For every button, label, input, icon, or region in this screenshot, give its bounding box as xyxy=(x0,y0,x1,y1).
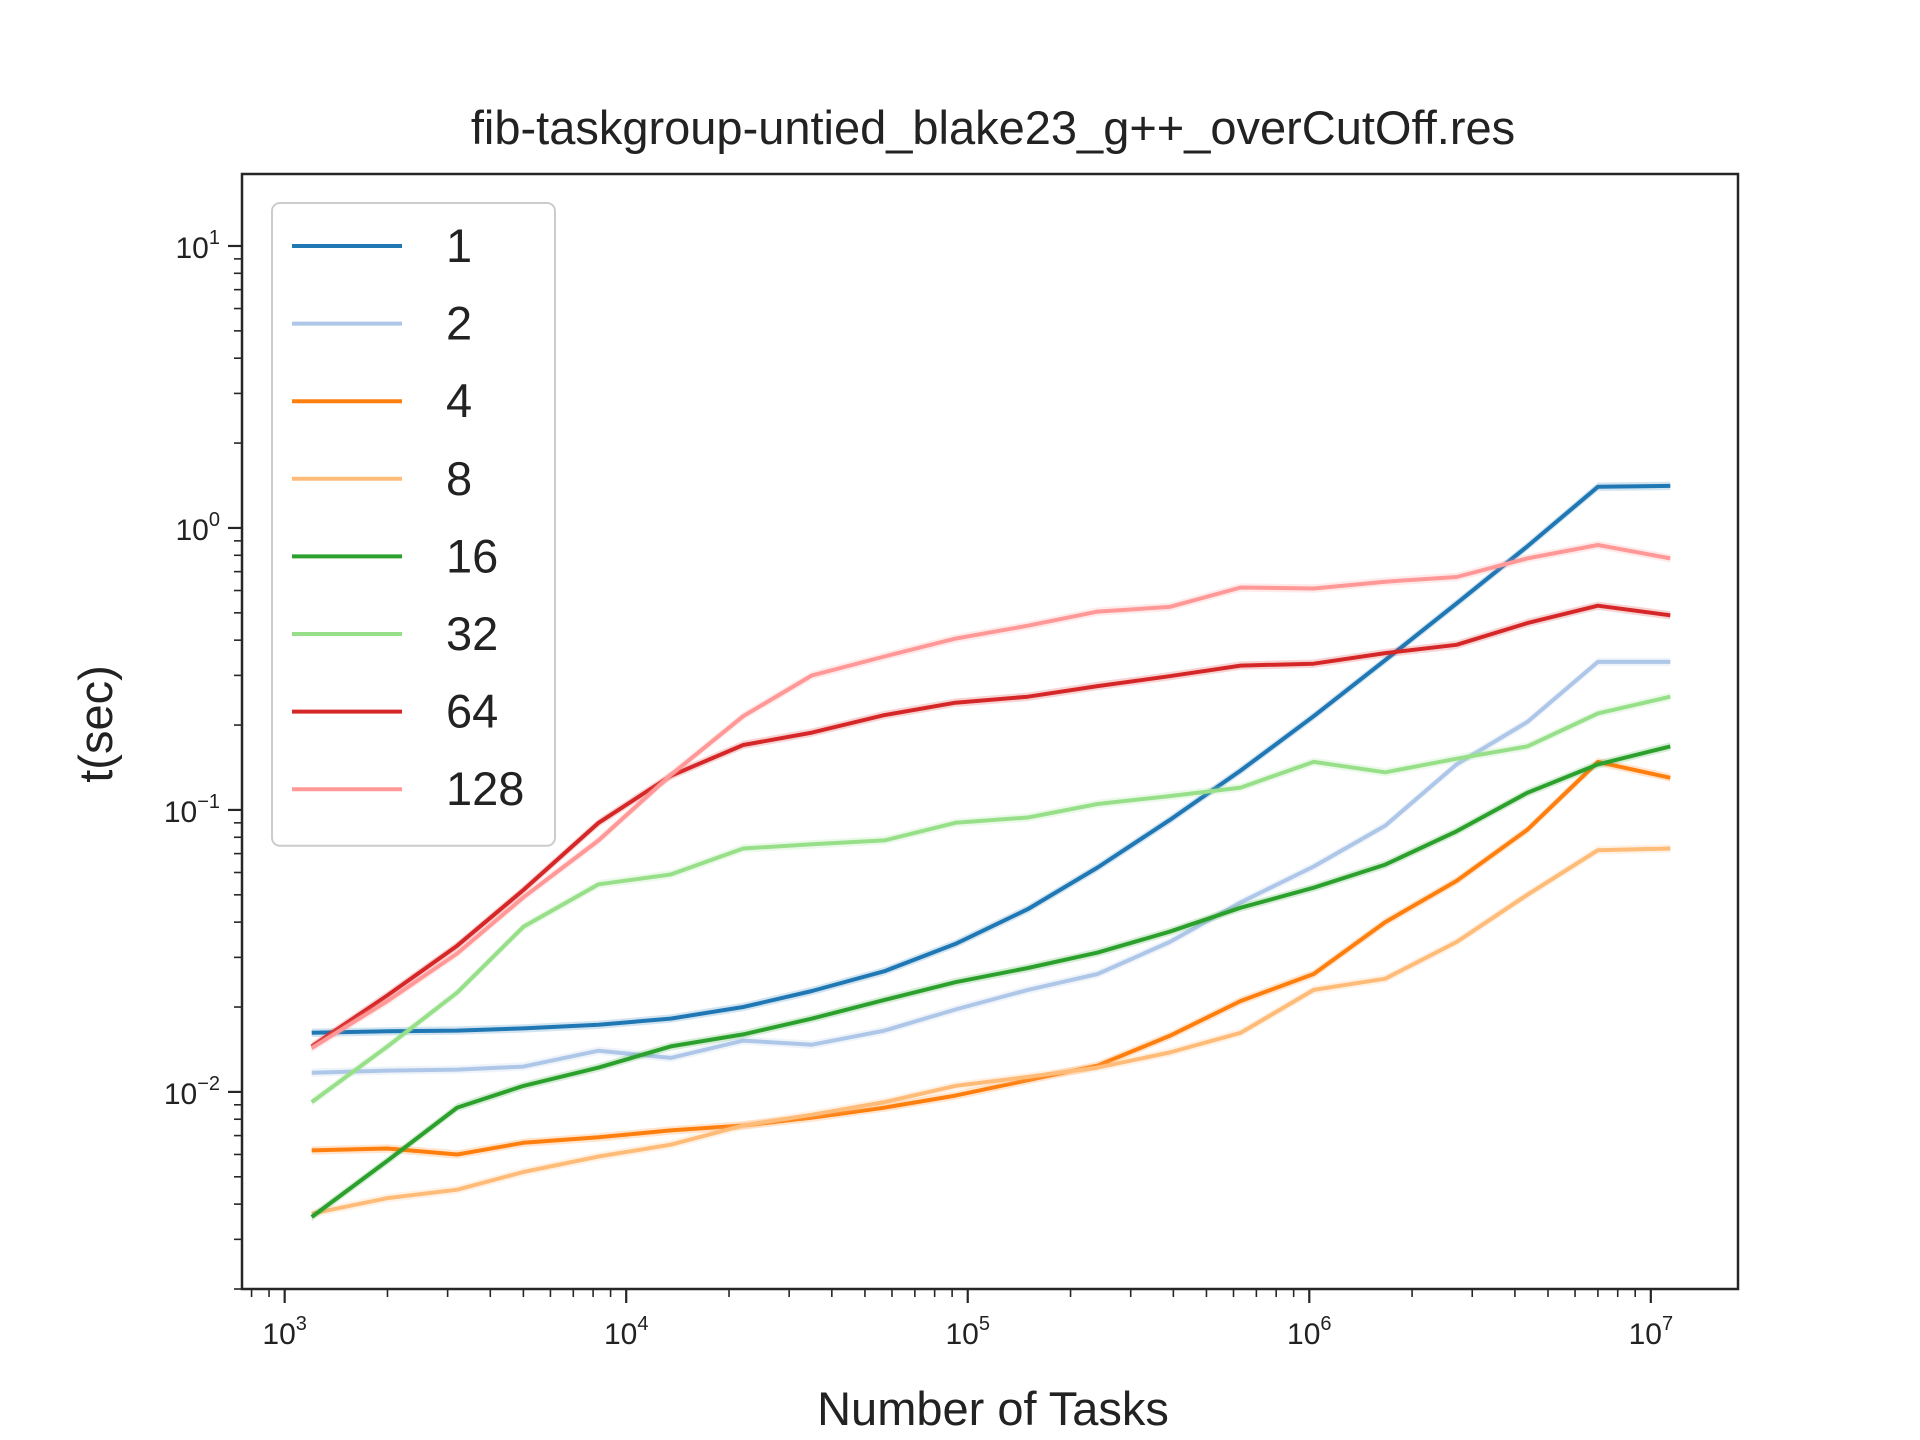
y-axis-label: t(sec) xyxy=(69,665,122,783)
x-tick-exp: 4 xyxy=(637,1313,648,1335)
legend-entry: 2 xyxy=(292,297,472,350)
y-tick-base: 10 xyxy=(176,514,209,547)
x-tick-base: 10 xyxy=(604,1318,637,1351)
series-1-line xyxy=(311,483,1671,1035)
x-tick-base: 10 xyxy=(1287,1318,1320,1351)
series-8-line xyxy=(311,846,1671,1216)
x-tick-exp: 7 xyxy=(1662,1313,1673,1335)
x-tick-base: 10 xyxy=(262,1318,295,1351)
legend-label: 128 xyxy=(446,762,524,815)
series-16 xyxy=(310,742,1671,1222)
y-tick-exp: −1 xyxy=(197,791,220,813)
y-tick-exp: −2 xyxy=(197,1073,220,1095)
legend-label: 64 xyxy=(446,685,498,738)
series-8 xyxy=(311,844,1671,1218)
series-128 xyxy=(310,540,1671,1053)
series-2 xyxy=(311,657,1671,1077)
series-128-line xyxy=(310,543,1671,1050)
series-16-line xyxy=(310,744,1671,1219)
x-tick-label: 104 xyxy=(604,1313,649,1351)
legend-label: 2 xyxy=(446,297,472,350)
x-tick-label: 105 xyxy=(945,1313,990,1351)
plot-area-frame xyxy=(240,172,1740,1291)
y-tick-exp: 1 xyxy=(209,227,220,249)
x-tick-exp: 5 xyxy=(979,1313,990,1335)
x-tick-exp: 3 xyxy=(296,1313,307,1335)
series-1 xyxy=(311,481,1671,1037)
y-tick-label: 100 xyxy=(176,509,221,547)
legend-entry: 8 xyxy=(292,452,472,505)
legend-entry: 128 xyxy=(292,762,524,815)
x-tick-base: 10 xyxy=(1629,1318,1662,1351)
legend-label: 16 xyxy=(446,529,498,582)
x-axis-label: Number of Tasks xyxy=(817,1382,1169,1435)
legend-box xyxy=(271,202,556,847)
y-tick-label: 10−1 xyxy=(164,791,220,829)
x-tick-exp: 6 xyxy=(1320,1313,1331,1335)
x-axis: 103 104 105 106 107 xyxy=(250,1289,1674,1351)
legend-label: 8 xyxy=(446,452,472,505)
series-2-line xyxy=(311,659,1671,1075)
legend-entry: 16 xyxy=(292,529,498,582)
legend-entry: 4 xyxy=(292,374,472,427)
legend-label: 1 xyxy=(446,219,472,272)
x-tick-label: 103 xyxy=(262,1313,307,1351)
x-tick-label: 106 xyxy=(1287,1313,1332,1351)
y-tick-base: 10 xyxy=(164,796,197,829)
x-tick-base: 10 xyxy=(945,1318,978,1351)
y-tick-exp: 0 xyxy=(209,509,220,531)
legend-label: 4 xyxy=(446,374,472,427)
legend: 1 2 4 8 16 32 64 128 xyxy=(271,202,556,847)
y-tick-label: 101 xyxy=(176,227,221,265)
y-tick-base: 10 xyxy=(164,1078,197,1111)
legend-entry: 1 xyxy=(292,219,472,272)
x-tick-label: 107 xyxy=(1629,1313,1674,1351)
series-64-line xyxy=(310,603,1671,1049)
legend-entry: 64 xyxy=(292,685,498,738)
y-tick-base: 10 xyxy=(176,232,209,265)
series-32 xyxy=(310,692,1671,1107)
y-tick-label: 10−2 xyxy=(164,1073,220,1111)
chart-title: fib-taskgroup-untied_blake23_g++_overCut… xyxy=(471,101,1515,154)
legend-label: 32 xyxy=(446,607,498,660)
series-32-line xyxy=(310,694,1671,1104)
series-64 xyxy=(310,601,1671,1051)
series-layer xyxy=(310,481,1671,1222)
series-4 xyxy=(311,757,1671,1159)
series-4-line xyxy=(311,759,1671,1157)
legend-entry: 32 xyxy=(292,607,498,660)
